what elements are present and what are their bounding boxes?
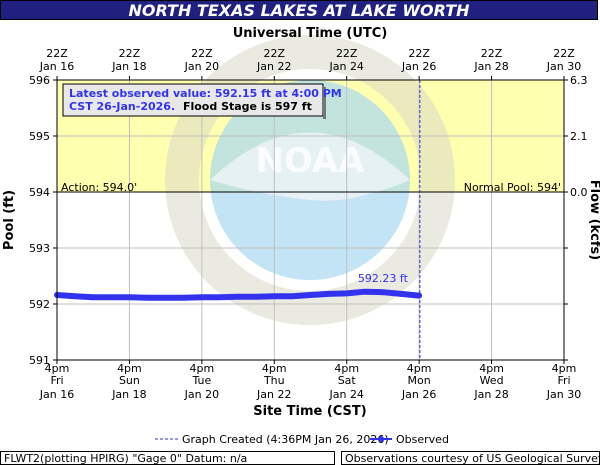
bottom-tick-date: Jan 18: [111, 388, 146, 401]
top-tick-date: Jan 30: [546, 60, 581, 73]
top-axis-title: Universal Time (UTC): [233, 26, 388, 41]
left-tick-label: 594: [29, 186, 50, 199]
observed-point: [72, 293, 78, 299]
observed-point: [163, 295, 169, 301]
bottom-tick-time: 4pm: [407, 362, 432, 375]
left-tick-label: 592: [29, 298, 50, 311]
top-tick-date: Jan 22: [256, 60, 291, 73]
flood-stage-text: Flood Stage is 597 ft: [183, 100, 312, 113]
bottom-tick-date: Jan 28: [473, 388, 508, 401]
bottom-tick-day: Fri: [50, 374, 63, 387]
top-tick-time: 22Z: [481, 47, 503, 60]
observed-point: [235, 294, 241, 300]
observed-point: [362, 289, 368, 295]
observed-point: [145, 295, 151, 301]
bottom-tick-day: Wed: [480, 374, 504, 387]
latest-value-line1: Latest observed value: 592.15 ft at 4:00…: [69, 87, 342, 100]
latest-value-line2: CST 26-Jan-2026. Flood Stage is 597 ft: [69, 100, 312, 113]
top-tick-date: Jan 16: [39, 60, 74, 73]
watermark-gull: [210, 132, 410, 201]
observed-point: [380, 289, 386, 295]
plot-frame: [56, 79, 565, 361]
observed-point: [398, 291, 404, 297]
latest-value-date: CST 26-Jan-2026.: [69, 100, 175, 113]
latest-value-box: [62, 83, 324, 117]
left-axis-title: Pool (ft): [2, 190, 17, 250]
footer-credit: Observations courtesy of US Geological S…: [341, 451, 600, 465]
observed-point: [289, 293, 295, 299]
top-tick-date: Jan 20: [184, 60, 219, 73]
top-tick-time: 22Z: [119, 47, 141, 60]
bottom-tick-day: Tue: [191, 374, 211, 387]
bottom-tick-day: Sun: [119, 374, 140, 387]
watermark-ring: [165, 35, 455, 325]
observed-point: [181, 295, 187, 301]
bottom-tick-time: 4pm: [190, 362, 215, 375]
top-tick-date: Jan 28: [473, 60, 508, 73]
observed-point: [271, 293, 277, 299]
bottom-tick-date: Jan 30: [546, 388, 581, 401]
right-tick-label: 0.0: [570, 186, 588, 199]
left-tick-label: 593: [29, 242, 50, 255]
top-tick-time: 22Z: [46, 47, 68, 60]
top-tick-time: 22Z: [553, 47, 575, 60]
legend-observed-label: Observed: [396, 433, 449, 446]
bottom-tick-time: 4pm: [552, 362, 577, 375]
legend-created-label: Graph Created (4:36PM Jan 26, 2026): [182, 433, 389, 446]
observed-point: [326, 291, 332, 297]
observed-point: [253, 294, 259, 300]
bottom-tick-date: Jan 24: [328, 388, 363, 401]
top-tick-date: Jan 26: [401, 60, 436, 73]
observed-point: [199, 294, 205, 300]
peak-value-label: 592.23 ft: [358, 272, 409, 285]
bottom-tick-time: 4pm: [334, 362, 359, 375]
action-stage-label: Action: 594.0': [61, 181, 137, 194]
right-axis-title: Flow (kcfs): [587, 180, 600, 260]
bottom-tick-time: 4pm: [45, 362, 70, 375]
bottom-tick-time: 4pm: [117, 362, 142, 375]
observed-point: [344, 290, 350, 296]
bottom-tick-time: 4pm: [479, 362, 504, 375]
bottom-tick-date: Jan 22: [256, 388, 291, 401]
bottom-tick-day: Sat: [338, 374, 357, 387]
right-tick-label: 2.1: [570, 130, 588, 143]
page-title: NORTH TEXAS LAKES AT LAKE WORTH: [0, 0, 598, 20]
observed-point: [308, 292, 313, 298]
left-tick-label: 596: [29, 74, 50, 87]
bottom-tick-day: Mon: [408, 374, 431, 387]
left-tick-label: 595: [29, 130, 50, 143]
legend-observed-marker: [378, 436, 384, 442]
normal-pool-label: Normal Pool: 594': [464, 181, 561, 194]
top-tick-time: 22Z: [191, 47, 213, 60]
top-tick-time: 22Z: [264, 47, 286, 60]
observed-point: [217, 294, 223, 300]
watermark-text: NOAA: [255, 141, 365, 181]
footer-gage-info: FLWT2(plotting HPIRG) "Gage 0" Datum: n/…: [0, 451, 335, 465]
observed-point: [126, 294, 132, 300]
observed-point: [416, 293, 422, 299]
top-tick-time: 22Z: [336, 47, 358, 60]
bottom-tick-date: Jan 16: [39, 388, 74, 401]
top-tick-date: Jan 24: [328, 60, 363, 73]
bottom-tick-date: Jan 20: [184, 388, 219, 401]
top-tick-time: 22Z: [408, 47, 430, 60]
observed-point: [108, 294, 114, 300]
bottom-tick-day: Thu: [263, 374, 285, 387]
latest-value-box-shadow: [323, 87, 326, 119]
top-tick-date: Jan 18: [111, 60, 146, 73]
left-tick-label: 591: [29, 354, 50, 367]
right-tick-label: 6.3: [570, 74, 588, 87]
observed-series: [54, 288, 423, 301]
bottom-tick-date: Jan 26: [401, 388, 436, 401]
bottom-tick-time: 4pm: [262, 362, 287, 375]
observed-point: [90, 294, 96, 300]
bottom-axis-title: Site Time (CST): [253, 404, 366, 419]
bottom-tick-day: Fri: [557, 374, 570, 387]
